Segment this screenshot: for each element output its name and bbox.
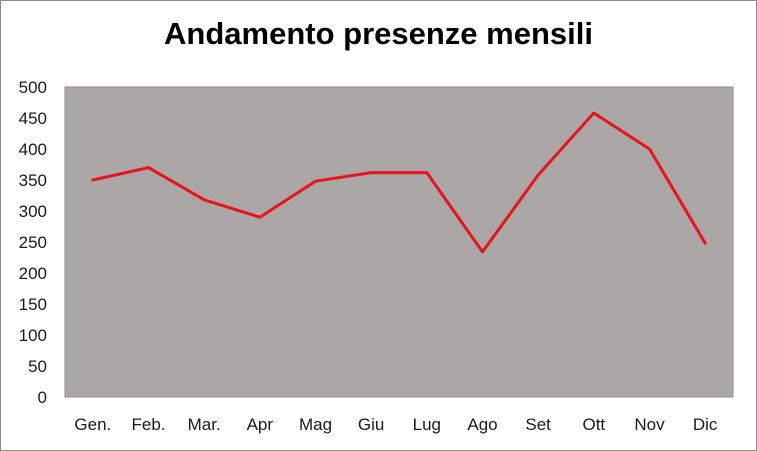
- y-tick-label: 250: [19, 233, 47, 252]
- x-tick-label: Nov: [634, 415, 665, 434]
- y-tick-label: 50: [28, 357, 47, 376]
- y-tick-label: 300: [19, 202, 47, 221]
- x-tick-label: Dic: [693, 415, 718, 434]
- x-tick-label: Giu: [358, 415, 384, 434]
- x-tick-label: Feb.: [131, 415, 165, 434]
- chart-title: Andamento presenze mensili: [164, 16, 593, 51]
- y-tick-label: 100: [19, 326, 47, 345]
- y-tick-label: 450: [19, 109, 47, 128]
- x-tick-label: Lug: [413, 415, 441, 434]
- x-tick-label: Set: [525, 415, 551, 434]
- x-tick-label: Mar.: [188, 415, 221, 434]
- x-tick-label: Ago: [467, 415, 497, 434]
- y-tick-label: 200: [19, 264, 47, 283]
- y-tick-label: 500: [19, 78, 47, 97]
- plot-area: [64, 86, 734, 398]
- x-tick-label: Ott: [582, 415, 605, 434]
- y-tick-label: 150: [19, 295, 47, 314]
- y-tick-label: 0: [38, 388, 47, 407]
- series-line: [91, 111, 707, 254]
- x-tick-label: Mag: [299, 415, 332, 434]
- x-tick-label: Apr: [247, 415, 274, 434]
- x-tick-label: Gen.: [74, 415, 111, 434]
- y-tick-label: 350: [19, 171, 47, 190]
- y-tick-label: 400: [19, 140, 47, 159]
